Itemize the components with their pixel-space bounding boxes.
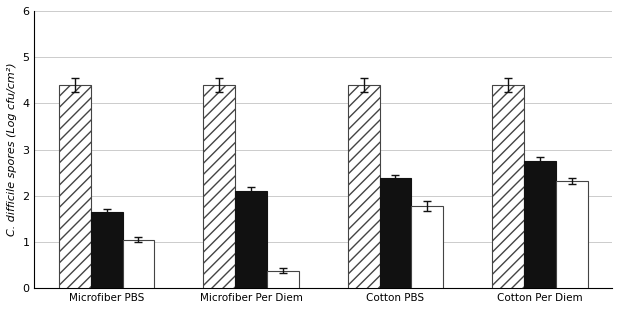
Bar (379, 178, 412, 288)
Bar (267, 271, 299, 288)
Bar (59, 85, 91, 288)
Bar (524, 161, 556, 288)
Bar (91, 212, 123, 288)
Bar (348, 85, 379, 288)
Bar (235, 191, 267, 288)
Bar (123, 240, 154, 288)
Bar (204, 85, 235, 288)
Bar (412, 206, 443, 288)
Bar (492, 85, 524, 288)
Y-axis label: C. difficile spores (Log cfu/cm²): C. difficile spores (Log cfu/cm²) (7, 63, 17, 237)
Bar (556, 181, 587, 288)
